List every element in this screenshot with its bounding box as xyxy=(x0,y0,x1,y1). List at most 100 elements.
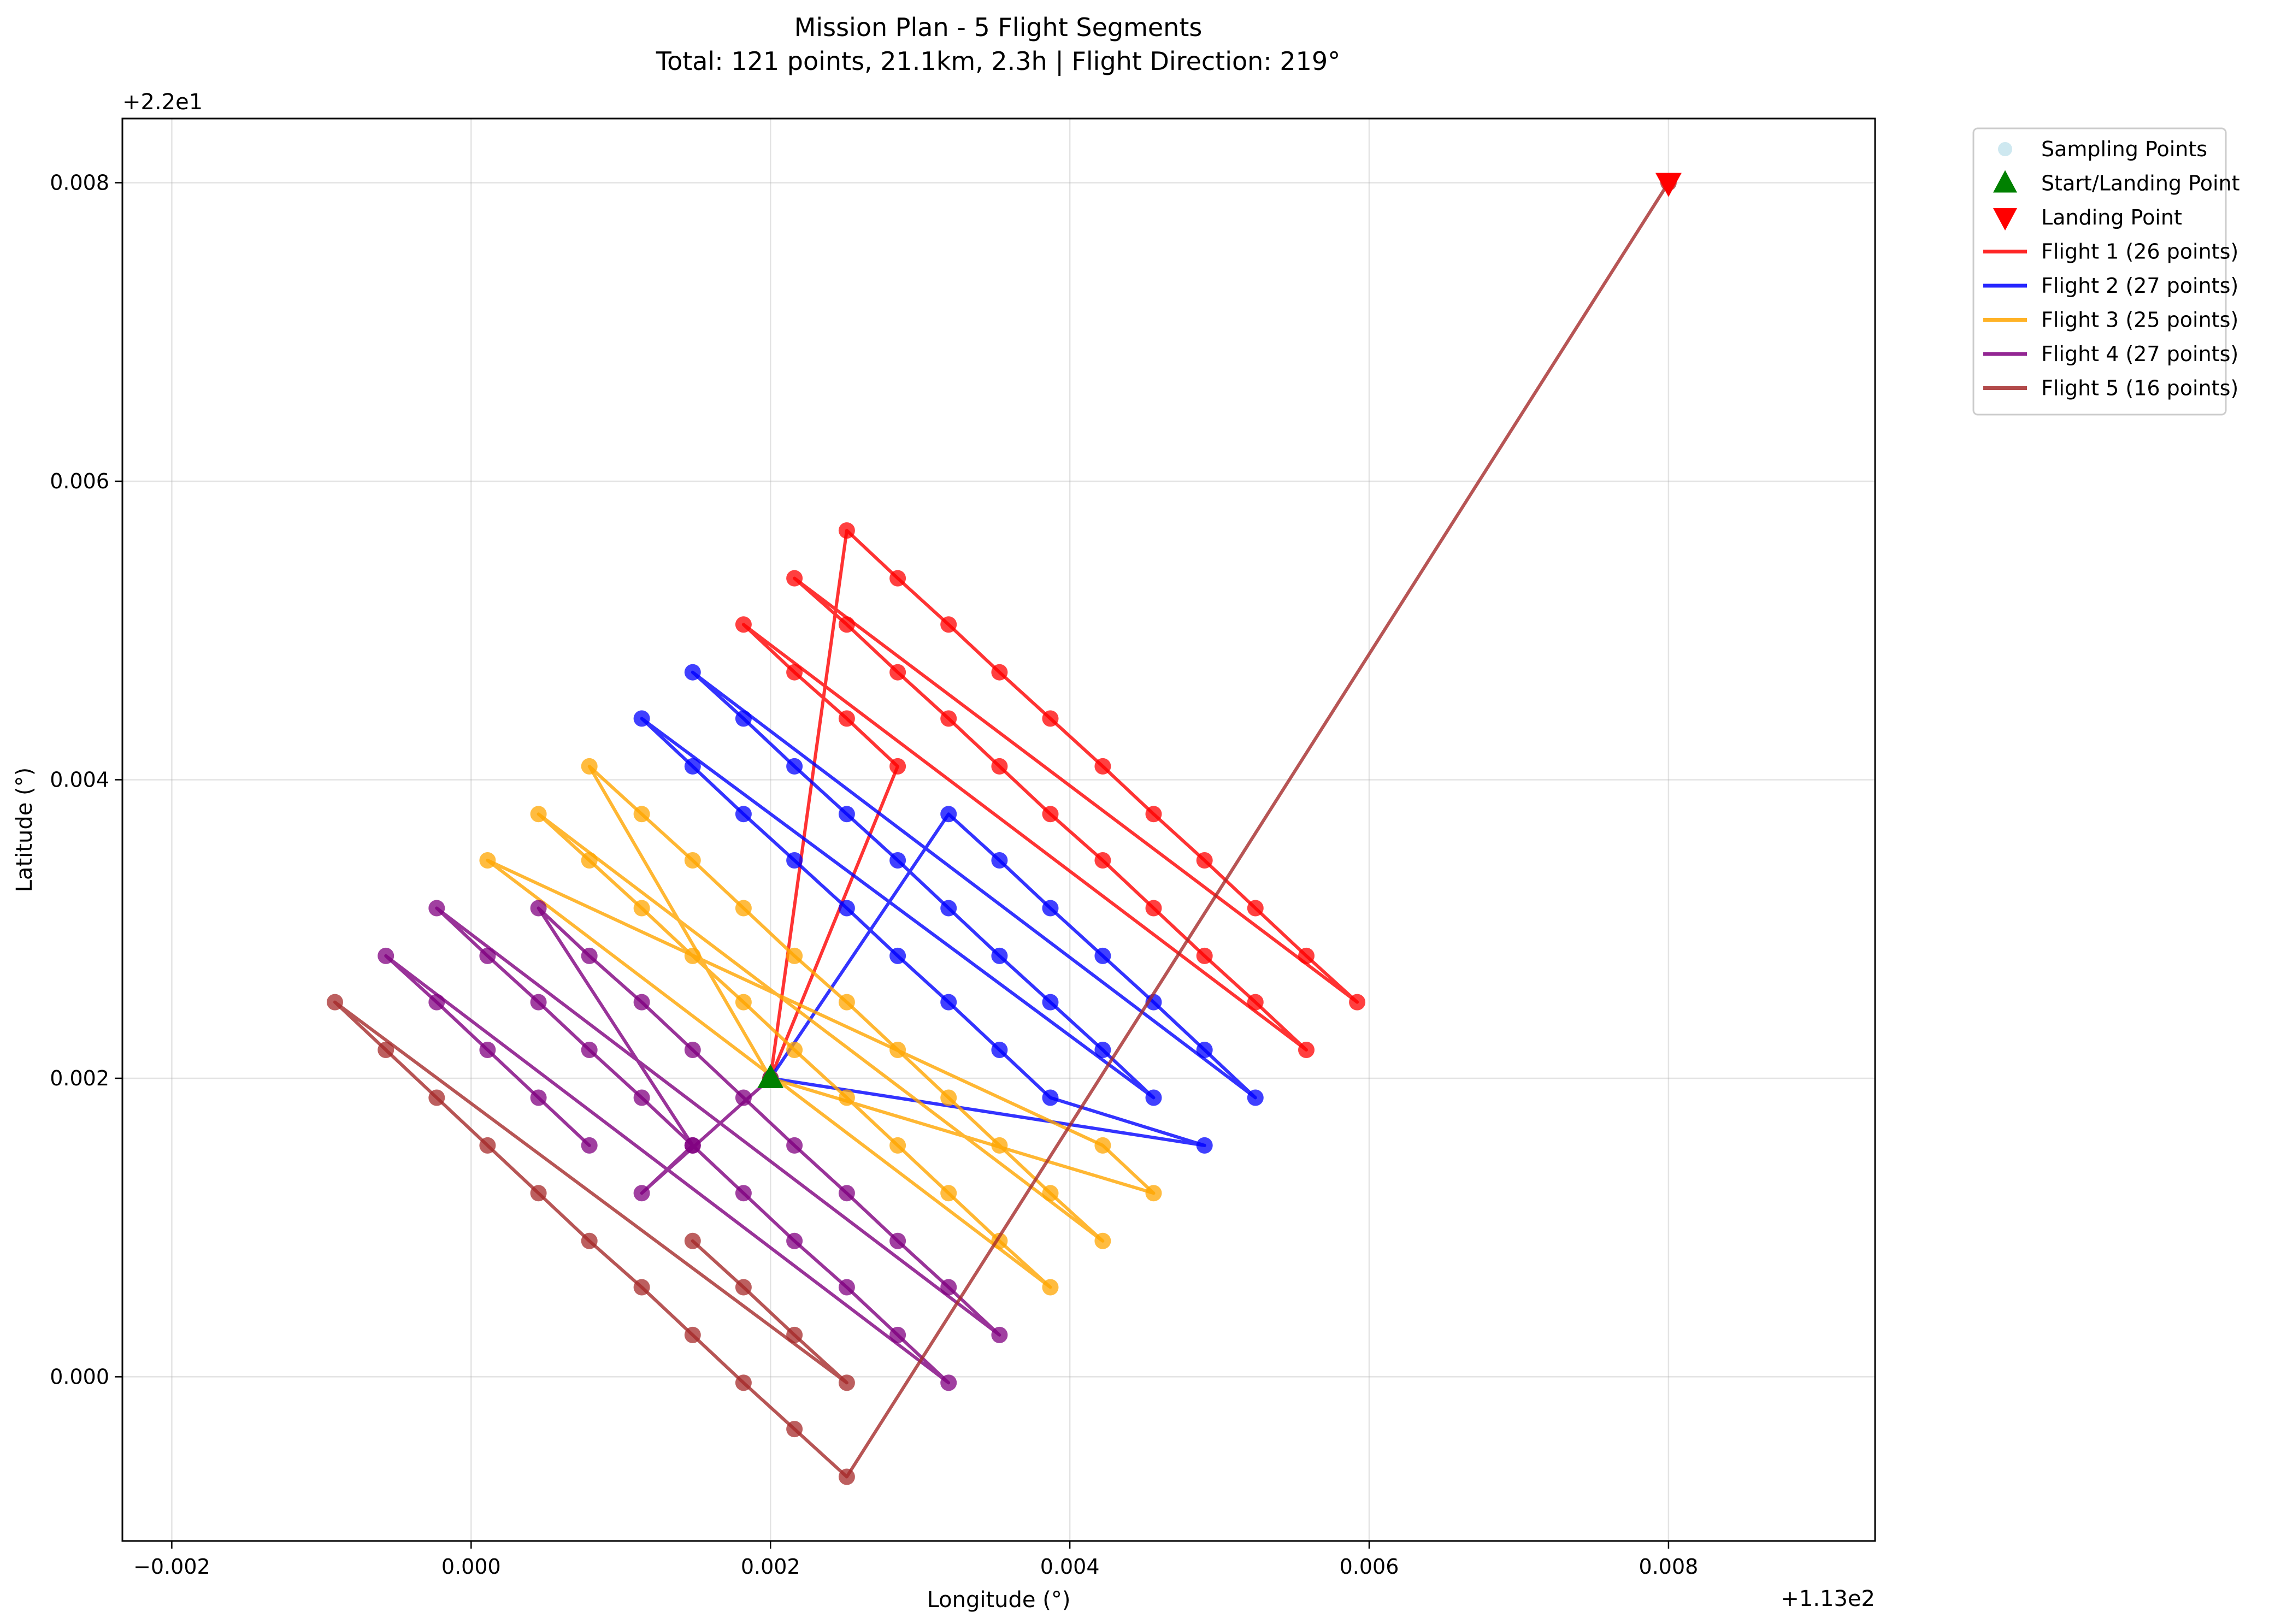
flight-1-point xyxy=(786,664,803,681)
landing-point-marker xyxy=(1655,173,1682,197)
flight-1-point xyxy=(1298,1042,1315,1058)
x-tick-label: 0.002 xyxy=(741,1555,800,1579)
flight-3-point xyxy=(838,1089,855,1106)
legend-label: Flight 3 (25 points) xyxy=(2041,308,2238,332)
y-tick-label: 0.002 xyxy=(50,1066,109,1090)
flight-4-point xyxy=(838,1185,855,1202)
flight-4-point xyxy=(581,1137,598,1154)
flight-1-point xyxy=(1094,758,1111,775)
flight-3-point xyxy=(633,900,650,917)
flight-4-point xyxy=(428,900,445,917)
flight-5-point xyxy=(786,1421,803,1438)
flight-1-point xyxy=(1247,994,1264,1011)
flight-2-point xyxy=(889,947,906,964)
flight-2-point xyxy=(940,806,957,823)
flight-3-point xyxy=(581,758,598,775)
flight-4-point xyxy=(428,994,445,1011)
legend-swatch-triangle-down xyxy=(1993,208,2017,231)
flight-3-point xyxy=(735,994,752,1011)
flight-4-point xyxy=(479,1042,496,1058)
flight-4-point xyxy=(838,1279,855,1296)
y-tick-label: 0.008 xyxy=(50,170,109,194)
y-tick-label: 0.004 xyxy=(50,767,109,792)
flight-1-point xyxy=(1042,710,1059,727)
legend-swatch-dot xyxy=(1998,142,2012,156)
flight-4-point xyxy=(530,900,547,917)
flight-2-point xyxy=(786,758,803,775)
flight-3-point xyxy=(940,1185,957,1202)
flight-1-point xyxy=(735,616,752,633)
special-markers xyxy=(757,173,1682,1088)
flight-2-point xyxy=(684,758,701,775)
legend-box xyxy=(1972,127,2227,416)
flight-3-point xyxy=(633,806,650,823)
legend-label: Flight 5 (16 points) xyxy=(2041,376,2238,400)
flight-3-point xyxy=(889,1042,906,1058)
flight-4-point xyxy=(530,994,547,1011)
flight-5-path xyxy=(333,181,1670,1479)
flight-4-series xyxy=(378,900,1008,1391)
flight-3-point xyxy=(786,947,803,964)
flight-2-point xyxy=(1094,1042,1111,1058)
flight-2-point xyxy=(684,664,701,681)
flight-2-point xyxy=(633,710,650,727)
flight-3-point xyxy=(1094,1232,1111,1249)
flight-3-point xyxy=(684,947,701,964)
flight-5-series xyxy=(327,174,1677,1485)
flight-1-point xyxy=(838,616,855,633)
flight-2-point xyxy=(838,900,855,917)
flight-3-point xyxy=(1042,1185,1059,1202)
flight-5-point xyxy=(581,1232,598,1249)
flight-4-point xyxy=(378,947,394,964)
x-axis-label: Longitude (°) xyxy=(927,1587,1071,1613)
flight-2-point xyxy=(991,852,1008,869)
x-tick-label: 0.000 xyxy=(441,1555,501,1579)
legend-label: Landing Point xyxy=(2041,205,2182,229)
flight-4-point xyxy=(684,1042,701,1058)
legend-label: Sampling Points xyxy=(2041,137,2207,161)
flight-1-path xyxy=(741,529,1359,1080)
flight-4-point xyxy=(581,947,598,964)
y-tick-label: 0.000 xyxy=(50,1365,109,1389)
flight-5-point xyxy=(530,1185,547,1202)
flight-5-point xyxy=(838,1468,855,1485)
flight-1-point xyxy=(1298,947,1315,964)
legend-label: Flight 2 (27 points) xyxy=(2041,274,2238,298)
flight-2-point xyxy=(1145,1089,1162,1106)
flight-4-point xyxy=(633,1185,650,1202)
flight-2-point xyxy=(889,852,906,869)
flight-1-point xyxy=(940,616,957,633)
flight-1-point xyxy=(1094,852,1111,869)
flight-1-point xyxy=(1196,852,1213,869)
flight-3-point xyxy=(479,852,496,869)
legend-entry: Sampling Points xyxy=(1998,137,2207,161)
flight-3-series xyxy=(479,758,1162,1296)
chart-title: Mission Plan - 5 Flight Segments xyxy=(794,13,1203,42)
flight-4-point xyxy=(581,1042,598,1058)
legend-entry: Flight 3 (25 points) xyxy=(1983,308,2238,332)
flight-1-point xyxy=(1247,900,1264,917)
flight-2-point xyxy=(940,900,957,917)
flight-3-point xyxy=(991,1137,1008,1154)
flight-2-point xyxy=(838,806,855,823)
flight-4-point xyxy=(889,1326,906,1343)
flight-1-point xyxy=(838,710,855,727)
flight-4-point xyxy=(786,1232,803,1249)
legend-entry: Flight 5 (16 points) xyxy=(1983,376,2238,400)
start-landing-marker xyxy=(757,1064,784,1088)
flight-3-point xyxy=(530,806,547,823)
x-tick-label: 0.006 xyxy=(1340,1555,1399,1579)
flight-1-point xyxy=(786,570,803,587)
flight-3-point xyxy=(1094,1137,1111,1154)
flight-4-point xyxy=(940,1374,957,1391)
flight-1-point xyxy=(991,664,1008,681)
legend-swatch-triangle-up xyxy=(1993,170,2017,193)
flight-3-point xyxy=(735,900,752,917)
legend-label: Flight 1 (26 points) xyxy=(2041,240,2238,264)
flight-1-point xyxy=(1349,994,1366,1011)
flight-1-point xyxy=(1145,806,1162,823)
flight-3-point xyxy=(838,994,855,1011)
flight-2-point xyxy=(1042,994,1059,1011)
flight-2-point xyxy=(735,710,752,727)
flight-4-point xyxy=(735,1185,752,1202)
